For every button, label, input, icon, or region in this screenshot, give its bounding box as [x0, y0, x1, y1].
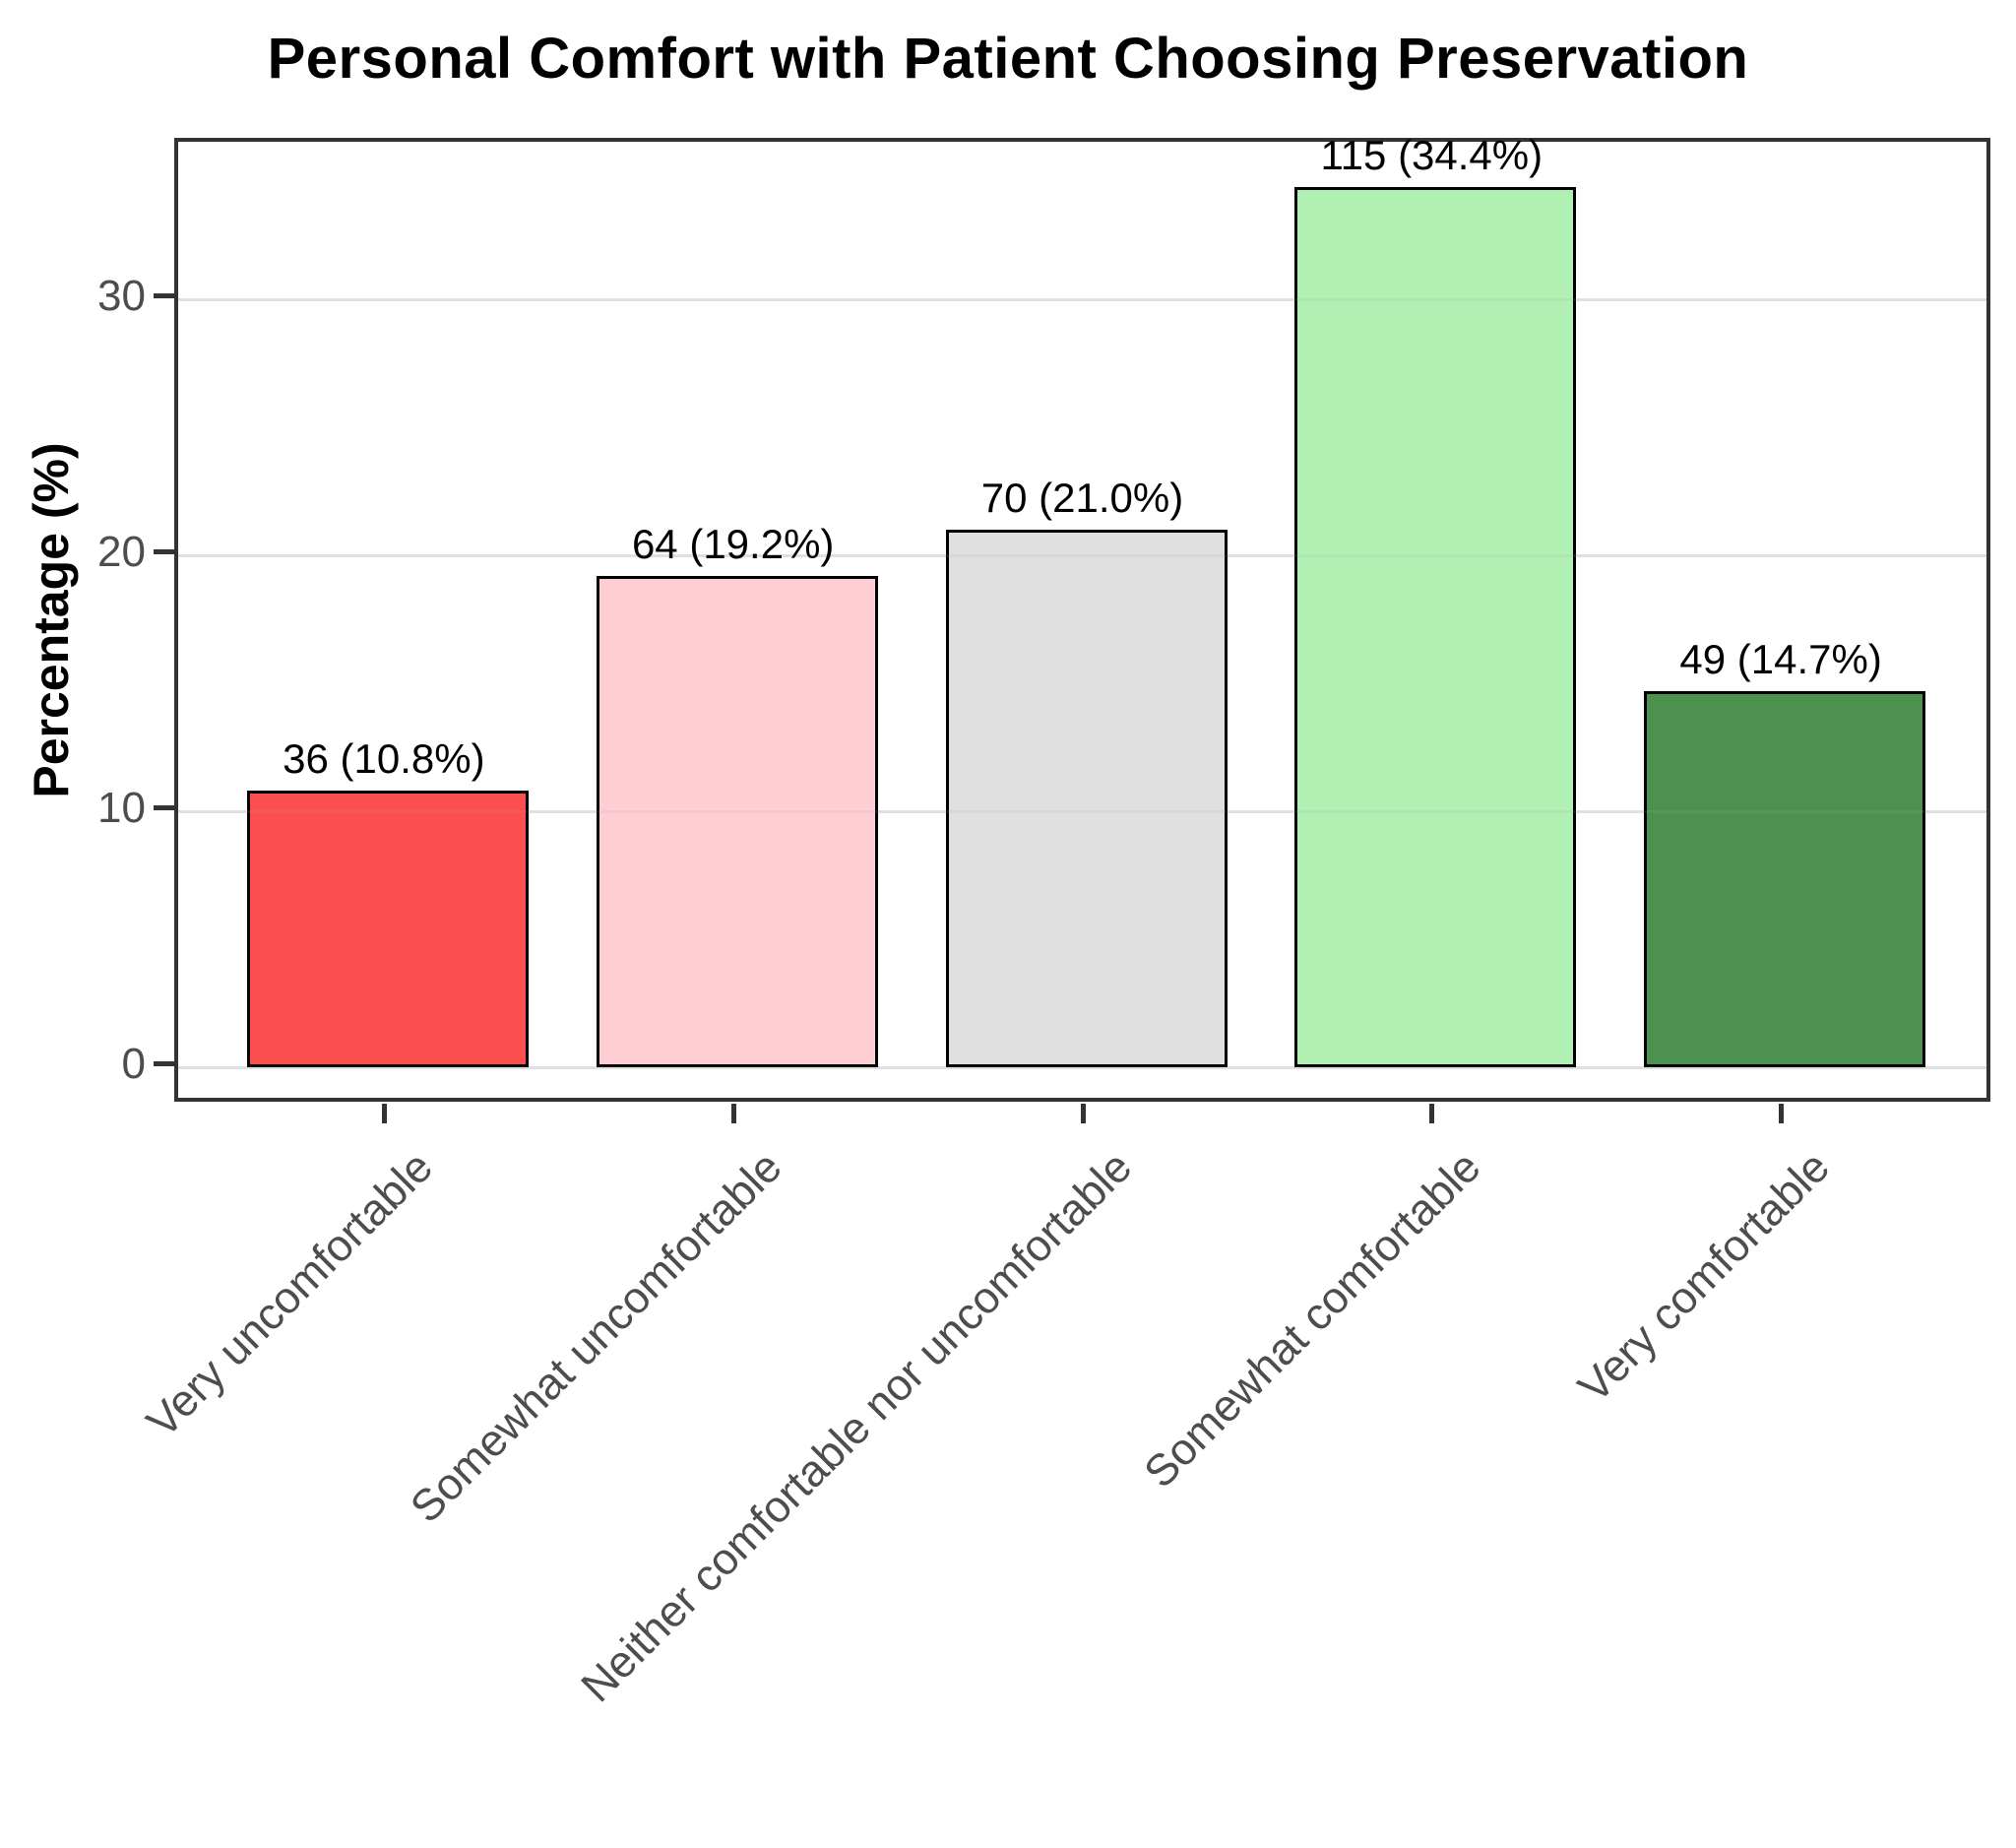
x-axis-category-label: Somewhat uncomfortable: [401, 1141, 792, 1533]
x-axis-category-label: Very comfortable: [1568, 1141, 1840, 1413]
major-gridline-overlay: [178, 298, 1986, 301]
major-gridline-overlay: [178, 1066, 1986, 1069]
plot-panel: [174, 138, 1990, 1102]
bar-value-label: 36 (10.8%): [283, 735, 485, 783]
x-axis-tick: [1429, 1104, 1435, 1123]
y-axis-tick: [154, 293, 174, 298]
major-gridline: [178, 1066, 1986, 1069]
bar-4: [1294, 186, 1577, 1067]
y-axis-tick: [154, 549, 174, 554]
y-axis-tick-label: 10: [97, 784, 146, 832]
major-gridline: [178, 298, 1986, 301]
bar-5: [1644, 690, 1926, 1067]
y-axis-tick: [154, 805, 174, 810]
y-axis-tick-label: 30: [97, 272, 146, 320]
bar-value-label: 115 (34.4%): [1320, 131, 1544, 178]
x-axis-category-label: Very uncomfortable: [137, 1141, 443, 1447]
major-gridline-overlay: [178, 554, 1986, 557]
bar-2: [596, 575, 878, 1067]
major-gridline-overlay: [178, 810, 1986, 813]
bar-value-label: 70 (21.0%): [980, 475, 1184, 521]
bar-value-label: 49 (14.7%): [1679, 635, 1882, 682]
y-axis-tick-label: 0: [121, 1040, 146, 1088]
y-axis-tick: [154, 1061, 174, 1066]
chart-title: Personal Comfort with Patient Choosing P…: [267, 27, 1749, 91]
x-axis-category-label: Neither comfortable nor uncomfortable: [570, 1141, 1141, 1712]
bar-3: [945, 530, 1228, 1067]
bar-value-label: 64 (19.2%): [631, 520, 835, 567]
x-axis-tick: [1779, 1104, 1785, 1123]
x-axis-category-label: Somewhat comfortable: [1134, 1141, 1490, 1498]
bar-1: [246, 791, 529, 1067]
y-axis-tick-label: 20: [97, 528, 146, 576]
x-axis-tick: [730, 1104, 736, 1123]
x-axis-tick: [1080, 1104, 1086, 1123]
y-axis-title: Percentage (%): [24, 442, 79, 798]
x-axis-tick: [381, 1104, 387, 1123]
